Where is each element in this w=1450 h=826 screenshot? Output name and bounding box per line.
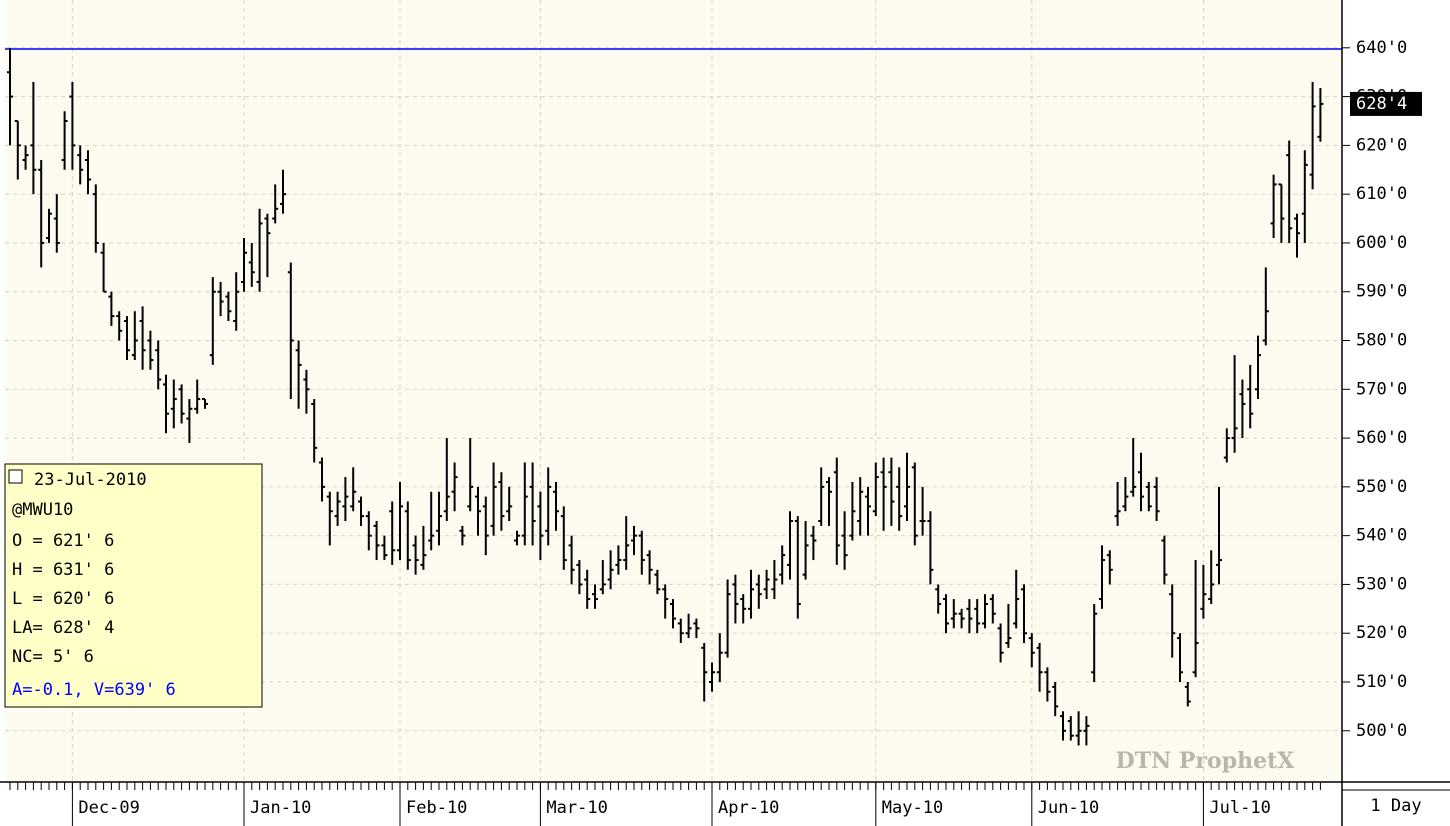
y-tick-label: 600'0	[1356, 233, 1407, 253]
y-tick-label: 560'0	[1356, 428, 1407, 448]
info-background	[4, 463, 263, 708]
x-tick-label: Feb-10	[406, 798, 467, 818]
last-price-box	[1350, 91, 1422, 116]
x-tick-label: Apr-10	[718, 798, 779, 818]
info-line: L = 620' 6	[12, 589, 114, 609]
info-symbol: @MWU10	[12, 500, 73, 520]
info-study: A=-0.1, V=639' 6	[12, 680, 176, 700]
y-tick-label: 570'0	[1356, 379, 1407, 399]
last-price-label: 628'4	[1356, 94, 1407, 114]
info-line: LA= 628' 4	[12, 618, 114, 638]
info-line: O = 621' 6	[12, 531, 114, 551]
y-tick-label: 500'0	[1356, 721, 1407, 741]
y-tick-label: 510'0	[1356, 672, 1407, 692]
marks	[5, 47, 1342, 746]
x-tick-label: May-10	[882, 798, 943, 818]
x-tick-label: Jul-10	[1209, 798, 1270, 818]
info-line: NC= 5' 6	[12, 647, 94, 667]
info-box: 23-Jul-2010 @MWU10 O = 621' 6 H = 631' 6 L…	[4, 463, 263, 708]
info-line: H = 631' 6	[12, 560, 114, 580]
y-tick-label: 610'0	[1356, 184, 1407, 204]
y-tick-label: 620'0	[1356, 135, 1407, 155]
x-tick-label: Dec-09	[78, 798, 139, 818]
x-tick-label: Jan-10	[250, 798, 311, 818]
y-tick-label: 580'0	[1356, 331, 1407, 351]
y-tick-label: 640'0	[1356, 38, 1407, 58]
y-tick-label: 540'0	[1356, 526, 1407, 546]
y-tick-label: 530'0	[1356, 574, 1407, 594]
info-date: 23-Jul-2010	[34, 470, 147, 490]
period-label: 1 Day	[1370, 796, 1421, 816]
y-tick-label: 550'0	[1356, 477, 1407, 497]
watermark: DTN ProphetX	[1116, 748, 1296, 774]
y-tick-label: 520'0	[1356, 623, 1407, 643]
x-tick-label: Jun-10	[1038, 798, 1099, 818]
y-tick-label: 590'0	[1356, 282, 1407, 302]
info-icon	[8, 469, 23, 484]
x-tick-label: Mar-10	[546, 798, 607, 818]
